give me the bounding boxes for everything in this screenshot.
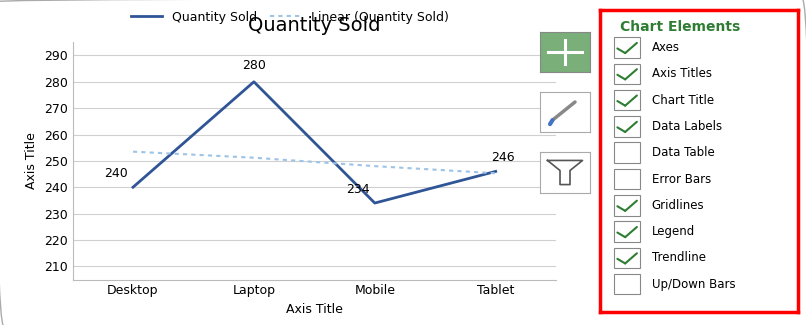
Text: 240: 240 [105,167,128,180]
Text: Up/Down Bars: Up/Down Bars [652,278,735,291]
Text: 234: 234 [347,183,370,196]
Legend: Quantity Sold, Linear (Quantity Sold): Quantity Sold, Linear (Quantity Sold) [127,6,454,29]
Bar [614,37,640,58]
Bar [614,248,640,268]
Text: 280: 280 [242,59,266,72]
Text: Legend: Legend [652,225,695,238]
X-axis label: Axis Title: Axis Title [286,303,343,316]
Bar [614,142,640,163]
Bar [614,221,640,242]
Text: Data Table: Data Table [652,146,715,159]
Text: Axes: Axes [652,41,679,54]
Title: Quantity Sold: Quantity Sold [248,16,380,35]
Bar [614,195,640,215]
Bar [614,90,640,110]
Text: Error Bars: Error Bars [652,173,711,186]
Text: Trendline: Trendline [652,252,706,265]
Y-axis label: Axis Title: Axis Title [25,133,38,189]
Bar [614,116,640,137]
Bar [614,274,640,294]
Text: 246: 246 [491,151,514,164]
Text: Chart Title: Chart Title [652,94,714,107]
Text: Axis Titles: Axis Titles [652,67,712,80]
Text: Data Labels: Data Labels [652,120,722,133]
Bar [614,169,640,189]
Text: Gridlines: Gridlines [652,199,704,212]
Text: Chart Elements: Chart Elements [621,20,741,34]
Bar [614,64,640,84]
